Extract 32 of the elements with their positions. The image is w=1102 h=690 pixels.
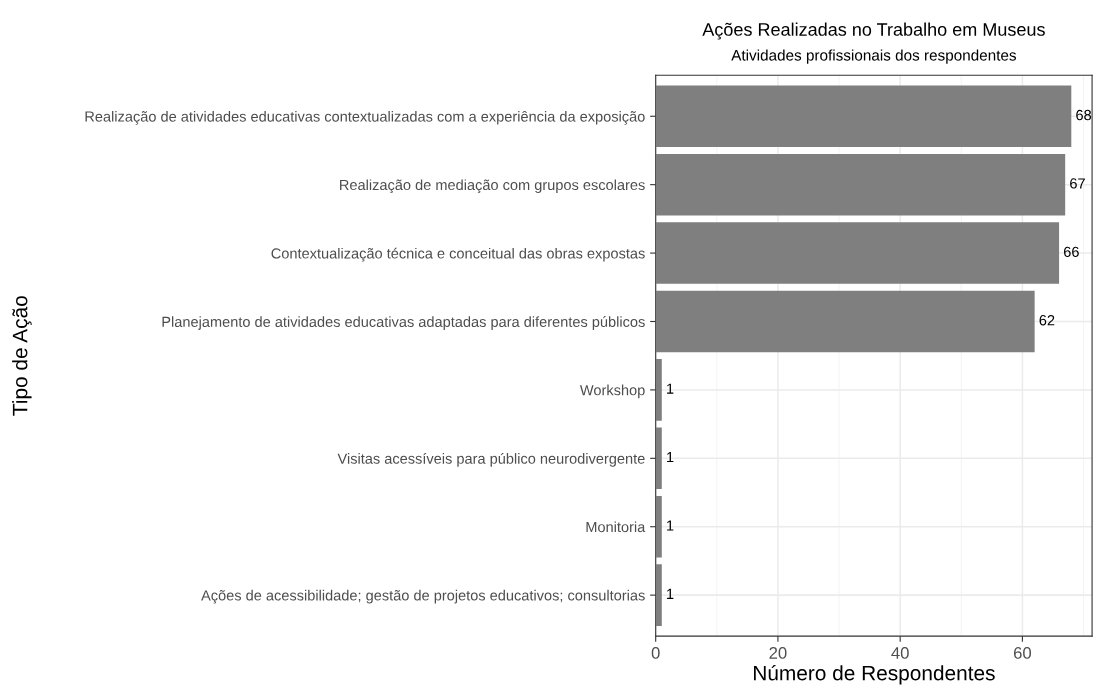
data-label: 67 xyxy=(1070,178,1085,189)
y-tick-label: Visitas acessíveis para público neurodivergente xyxy=(337,452,645,467)
x-axis-title: Número de Respondentes xyxy=(754,664,995,685)
y-tick-label: Realização de mediação com grupos escolares xyxy=(340,179,645,194)
data-label: 1 xyxy=(667,520,674,531)
bar xyxy=(655,564,662,626)
bar xyxy=(655,427,662,490)
y-axis-title: Tipo de Ação xyxy=(12,296,32,416)
x-tick-label: 0 xyxy=(651,647,660,659)
x-tick-label: 60 xyxy=(1013,647,1032,659)
data-label: 1 xyxy=(667,383,674,394)
bar xyxy=(655,290,1035,353)
data-label: 68 xyxy=(1076,109,1092,121)
data-label: 1 xyxy=(667,588,674,599)
x-tick-label: 20 xyxy=(769,647,787,659)
bar xyxy=(655,153,1066,216)
y-tick-label: Monitoria xyxy=(586,521,646,533)
bar xyxy=(655,85,1072,148)
bar xyxy=(655,359,662,421)
bar xyxy=(655,495,662,558)
x-tick-label: 40 xyxy=(891,647,909,659)
y-tick-label: Contextualização técnica e conceitual das obras expostas xyxy=(271,247,645,262)
y-tick-label: Realização de atividades educativas contextualizadas com a experiência da exposição xyxy=(85,110,645,125)
chart-title: Ações Realizadas no Trabalho em Museus xyxy=(702,22,1045,40)
y-tick-label: Ações de acessibilidade; gestão de projetos educativos; consultorias xyxy=(201,589,645,604)
y-tick-label: Planejamento de atividades educativas adaptadas para diferentes públicos xyxy=(162,316,645,330)
y-tick-label: Workshop xyxy=(579,384,645,399)
chart-subtitle: Atividades profissionais dos respondentes xyxy=(731,49,1017,64)
bar xyxy=(655,222,1060,284)
data-label: 1 xyxy=(667,452,674,463)
data-label: 62 xyxy=(1039,315,1055,326)
data-label: 66 xyxy=(1063,246,1079,257)
